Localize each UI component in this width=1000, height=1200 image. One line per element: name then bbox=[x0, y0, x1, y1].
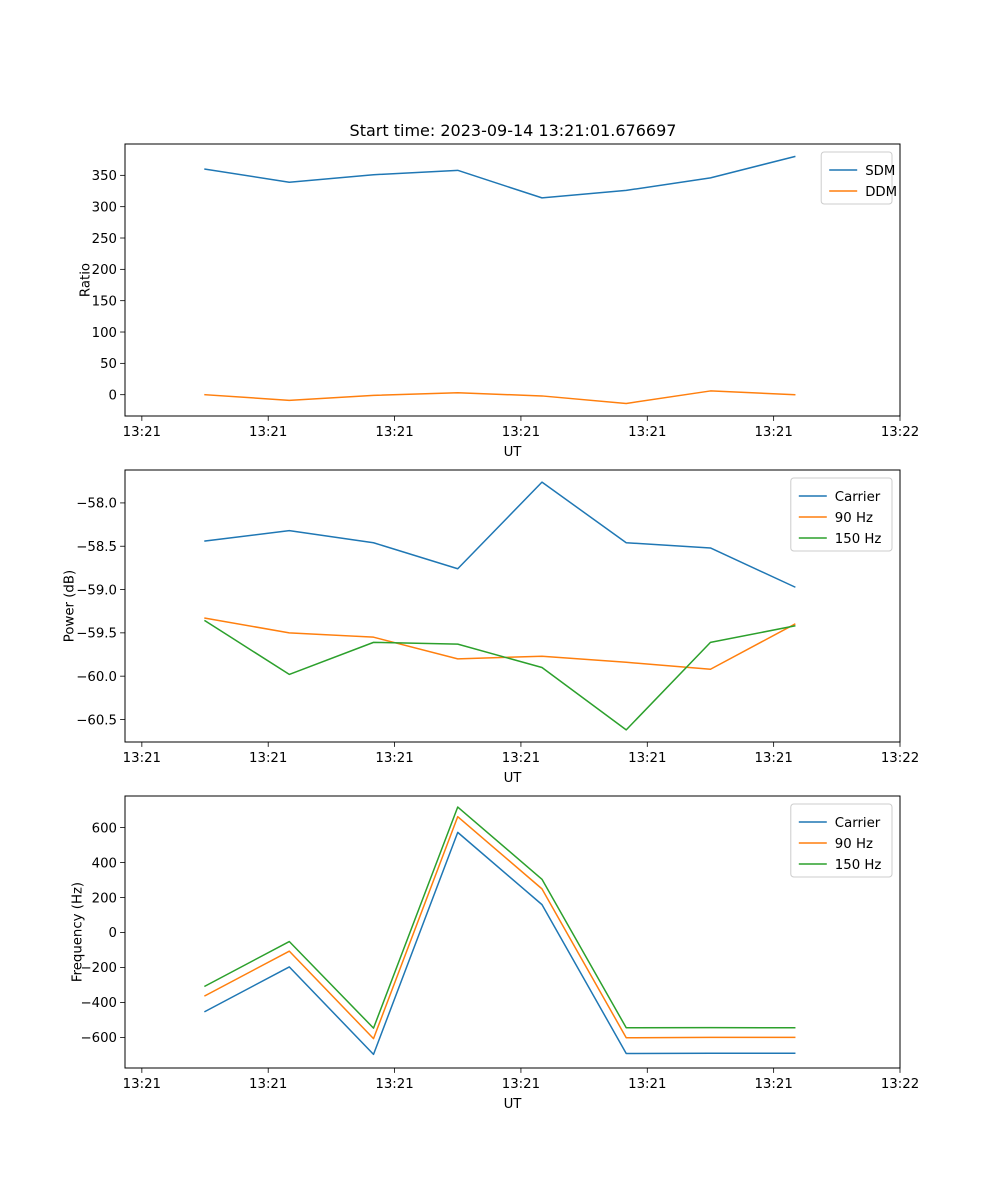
panels: 13:21 13:21 13:21 13:21 13:21 13:21 13:22 0 50 10… bbox=[63, 143, 919, 1112]
panel-2-y-tick-label-5: −60.0 bbox=[76, 670, 117, 685]
panel-1-axes-frame bbox=[124, 143, 901, 417]
panel-1-y-tick-label-7: 300 bbox=[92, 200, 117, 215]
panel-2-x-tick-label-5: 13:21 bbox=[628, 751, 666, 766]
panel-1-x-tick-label-3: 13:21 bbox=[375, 425, 413, 440]
panel-3-x-tick-label-4: 13:21 bbox=[502, 1077, 540, 1092]
panel-2-y-tick-label-6: −60.5 bbox=[76, 713, 117, 728]
panel-1-y-tick-label-1: 0 bbox=[109, 388, 117, 403]
panel-2-legend: Carrier 90 Hz 150 Hz bbox=[790, 477, 893, 552]
panel-2-x-tick-label-7: 13:22 bbox=[881, 751, 919, 766]
panel-3: 13:21 13:21 13:21 13:21 13:21 13:21 13:22 −600 −… bbox=[70, 795, 919, 1112]
panel-2-y-tick-label-1: −58.0 bbox=[76, 497, 117, 512]
panel-2-series bbox=[203, 481, 796, 731]
panel-3-y-tick-label-4: 0 bbox=[109, 926, 117, 941]
panel-1-series bbox=[204, 155, 796, 405]
panel-3-series-line-2 bbox=[204, 815, 796, 1040]
panel-3-x-axis-label: UT bbox=[504, 1097, 523, 1112]
panel-3-y-tick-label-3: −200 bbox=[80, 961, 117, 976]
panel-1-x-tick-label-7: 13:22 bbox=[881, 425, 919, 440]
panel-1: 13:21 13:21 13:21 13:21 13:21 13:21 13:22 0 50 10… bbox=[78, 143, 919, 460]
panel-1-x-tick-label-5: 13:21 bbox=[628, 425, 666, 440]
panel-2-legend-label-2: 90 Hz bbox=[835, 511, 873, 526]
panel-3-x-tick-label-2: 13:21 bbox=[249, 1077, 287, 1092]
panel-1-legend-label-1: SDM bbox=[865, 164, 895, 179]
panel-2-y-tick-label-3: −59.0 bbox=[76, 583, 117, 598]
panel-2-y-tick-label-2: −58.5 bbox=[76, 540, 117, 555]
panel-1-y-tick-label-6: 250 bbox=[92, 232, 117, 247]
panel-3-y-tick-label-5: 200 bbox=[92, 891, 117, 906]
panel-1-series-line-1 bbox=[204, 155, 796, 199]
panel-1-y-tick-label-3: 100 bbox=[92, 326, 117, 341]
panel-2-x-tick-label-1: 13:21 bbox=[123, 751, 161, 766]
panel-3-x-tick-label-6: 13:21 bbox=[754, 1077, 792, 1092]
panel-3-legend-label-3: 150 Hz bbox=[835, 858, 882, 873]
panel-2-y-tick-label-4: −59.5 bbox=[76, 627, 117, 642]
panel-1-series-line-2 bbox=[204, 390, 796, 405]
panel-3-x-tick-label-5: 13:21 bbox=[628, 1077, 666, 1092]
panel-2-x-tick-label-2: 13:21 bbox=[249, 751, 287, 766]
panel-2-legend-label-3: 150 Hz bbox=[835, 532, 882, 547]
panel-1-y-tick-label-2: 50 bbox=[100, 357, 117, 372]
panel-3-series bbox=[204, 806, 796, 1056]
panel-3-legend-label-2: 90 Hz bbox=[835, 837, 873, 852]
panel-2-series-line-1 bbox=[204, 481, 796, 588]
panel-1-x-tick-label-4: 13:21 bbox=[502, 425, 540, 440]
panel-1-x-tick-label-6: 13:21 bbox=[754, 425, 792, 440]
panel-1-y-tick-label-5: 200 bbox=[92, 263, 117, 278]
panel-2-x-tick-label-6: 13:21 bbox=[754, 751, 792, 766]
panel-3-y-tick-label-6: 400 bbox=[92, 856, 117, 871]
panel-2-series-line-2 bbox=[204, 617, 796, 670]
panel-2-legend-label-1: Carrier bbox=[835, 490, 881, 505]
panel-2-x-tick-label-3: 13:21 bbox=[375, 751, 413, 766]
panel-3-legend-label-1: Carrier bbox=[835, 816, 881, 831]
panel-3-y-tick-label-7: 600 bbox=[92, 821, 117, 836]
panel-3-legend: Carrier 90 Hz 150 Hz bbox=[790, 803, 893, 878]
panel-2-x-axis-label: UT bbox=[504, 771, 523, 786]
panel-1-legend-label-2: DDM bbox=[865, 185, 897, 200]
panel-3-axes-frame bbox=[124, 795, 901, 1069]
panel-2-x-tick-label-4: 13:21 bbox=[502, 751, 540, 766]
panel-1-legend: SDM DDM bbox=[820, 151, 897, 205]
panel-2-series-line-3 bbox=[203, 619, 796, 731]
figure-title: Start time: 2023-09-14 13:21:01.676697 bbox=[350, 121, 677, 140]
panel-1-y-tick-label-4: 150 bbox=[92, 294, 117, 309]
panel-3-series-line-1 bbox=[204, 831, 796, 1056]
panel-3-y-tick-label-2: −400 bbox=[80, 996, 117, 1011]
panel-1-x-axis-label: UT bbox=[504, 445, 523, 460]
panel-3-y-tick-label-1: −600 bbox=[80, 1031, 117, 1046]
panel-1-x-tick-label-1: 13:21 bbox=[123, 425, 161, 440]
panel-3-y-axis-label: Frequency (Hz) bbox=[70, 882, 85, 982]
panel-3-x-tick-label-7: 13:22 bbox=[881, 1077, 919, 1092]
panel-2-axes-frame bbox=[124, 469, 901, 743]
panel-2-y-axis-label: Power (dB) bbox=[63, 570, 78, 642]
panel-1-y-axis-label: Ratio bbox=[78, 263, 93, 297]
panel-3-x-tick-label-1: 13:21 bbox=[123, 1077, 161, 1092]
panel-1-x-tick-label-2: 13:21 bbox=[249, 425, 287, 440]
panel-1-y-tick-label-8: 350 bbox=[92, 169, 117, 184]
panel-3-x-tick-label-3: 13:21 bbox=[375, 1077, 413, 1092]
panel-3-series-line-3 bbox=[204, 806, 796, 1029]
panel-2: 13:21 13:21 13:21 13:21 13:21 13:21 13:22 −58.0… bbox=[63, 469, 919, 786]
